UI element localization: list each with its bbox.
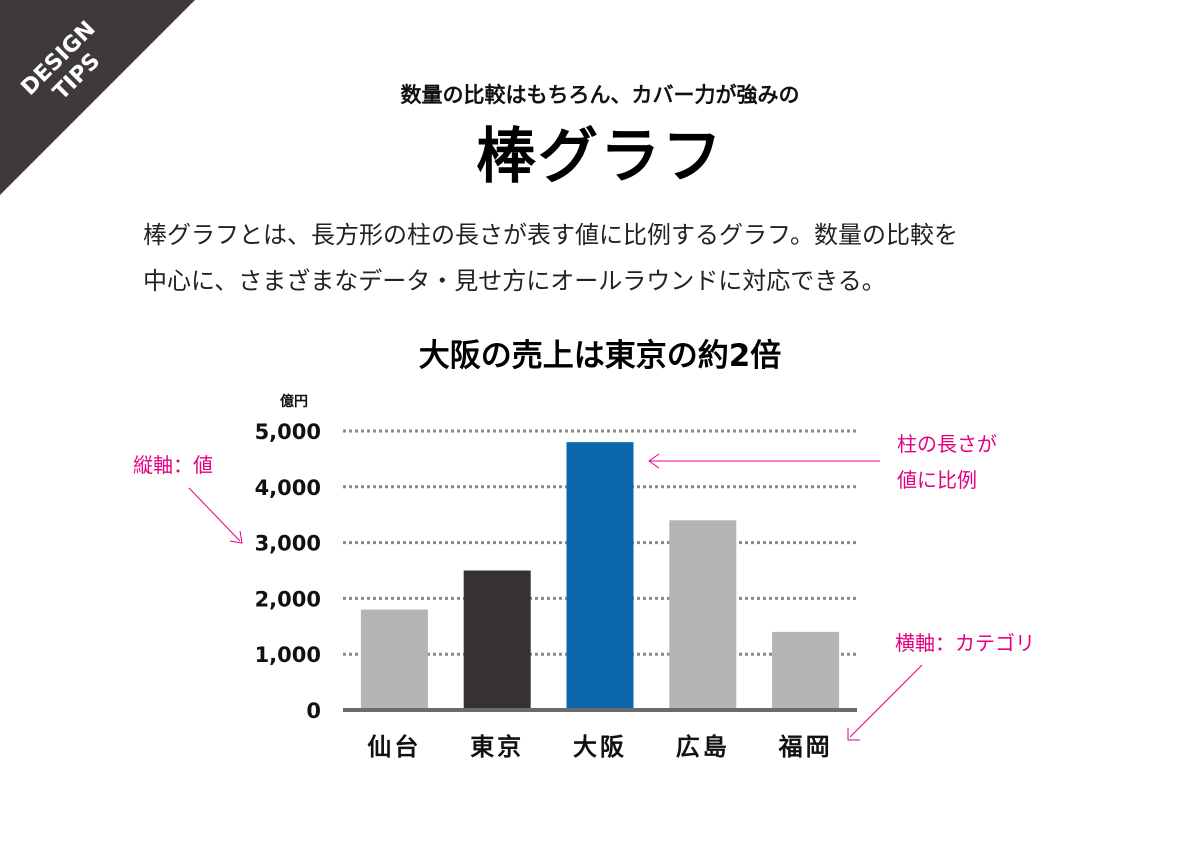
x-tick-label: 広島 bbox=[676, 733, 730, 761]
x-axis-arrowhead bbox=[847, 728, 860, 741]
description-line-2: 中心に、さまざまなデータ・見せ方にオールラウンドに対応できる。 bbox=[143, 267, 886, 295]
bar-1 bbox=[463, 570, 531, 710]
bar-length-arrowhead bbox=[648, 453, 660, 469]
y-tick-label: 4,000 bbox=[255, 476, 321, 500]
y-tick-label: 1,000 bbox=[255, 643, 321, 667]
bar-length-annotation: 柱の長さが 値に比例 bbox=[897, 426, 997, 498]
design-tips-badge: DESIGN TIPS bbox=[0, 0, 195, 195]
y-axis-arrowhead bbox=[229, 530, 243, 544]
bar-3 bbox=[669, 520, 737, 710]
bar-2 bbox=[566, 442, 634, 710]
y-tick-label: 5,000 bbox=[255, 420, 321, 444]
y-tick-label: 3,000 bbox=[255, 532, 321, 556]
x-axis-annotation: 横軸：カテゴリ bbox=[895, 631, 1035, 655]
bar-length-annotation-line1: 柱の長さが bbox=[897, 432, 997, 456]
bar-length-annotation-line2: 値に比例 bbox=[897, 468, 977, 492]
y-axis-annotation: 縦軸：値 bbox=[133, 453, 213, 477]
annotation-arrows bbox=[188, 453, 923, 741]
description-line-1: 棒グラフとは、長方形の柱の長さが表す値に比例するグラフ。数量の比較を bbox=[143, 221, 959, 249]
bar-0 bbox=[360, 609, 428, 710]
x-tick-label: 東京 bbox=[470, 733, 524, 761]
bar-4 bbox=[772, 631, 840, 710]
y-tick-labels: 0 1,000 2,000 3,000 4,000 5,000 bbox=[255, 420, 321, 723]
x-tick-label: 仙台 bbox=[367, 733, 421, 761]
badge-triangle bbox=[0, 0, 195, 195]
y-tick-label: 2,000 bbox=[255, 587, 321, 611]
y-unit-label: 億円 bbox=[280, 393, 308, 410]
page-subtitle: 数量の比較はもちろん、カバー力が強みの bbox=[400, 83, 800, 107]
chart-title: 大阪の売上は東京の約2倍 bbox=[418, 338, 782, 374]
y-tick-label: 0 bbox=[306, 699, 321, 723]
page-title: 棒グラフ bbox=[476, 122, 724, 192]
x-axis-arrow bbox=[849, 664, 923, 738]
x-tick-label: 福岡 bbox=[778, 733, 833, 761]
x-tick-labels: 仙台 東京 大阪 広島 福岡 bbox=[367, 733, 833, 761]
bars bbox=[360, 442, 840, 710]
grid-lines bbox=[343, 429, 857, 656]
y-axis-arrow bbox=[188, 487, 241, 542]
x-tick-label: 大阪 bbox=[573, 733, 627, 761]
description: 棒グラフとは、長方形の柱の長さが表す値に比例するグラフ。数量の比較を 中心に、さ… bbox=[143, 212, 1103, 304]
